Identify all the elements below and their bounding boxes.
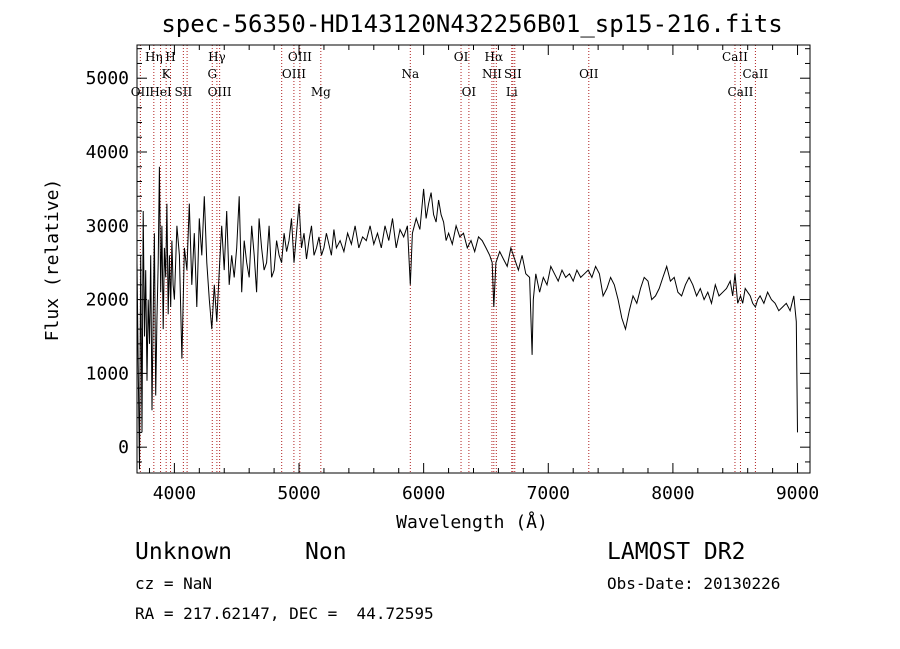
x-tick-label: 4000 [153, 483, 196, 504]
y-axis-label: Flux (relative) [42, 179, 63, 342]
x-axis-label: Wavelength (Å) [396, 511, 548, 533]
spectral-line-label: HeI [149, 85, 172, 99]
spectral-line-label: Mg [311, 85, 331, 99]
spectral-line-label: G [207, 67, 217, 81]
x-tick-label: 5000 [277, 483, 320, 504]
spectral-line-label: OII [579, 67, 599, 81]
object-class: Unknown [135, 539, 232, 565]
y-tick-label: 0 [118, 437, 129, 458]
x-tick-label: 6000 [402, 483, 445, 504]
y-axis-ticks: 0 1000 2000 3000 4000 5000 [86, 48, 810, 463]
spectrum-series [136, 166, 798, 470]
y-tick-label: 2000 [86, 290, 129, 311]
obs-date: Obs-Date: 20130226 [607, 574, 781, 593]
plot-frame [136, 44, 811, 474]
spectral-line-label: OIII [288, 50, 312, 64]
y-tick-label: 1000 [86, 363, 129, 384]
spectral-line-label: K [162, 67, 172, 81]
spectral-line-label: CaII [742, 67, 768, 81]
spectral-line-label: OIII [208, 85, 232, 99]
spectral-line-label: Li [506, 85, 518, 99]
spectral-line-label: OI [454, 50, 469, 64]
y-tick-label: 4000 [86, 142, 129, 163]
x-tick-label: 9000 [776, 483, 819, 504]
spectral-line-label: OI [462, 85, 477, 99]
line-markers: OII Hη HeI KH SII G Hγ OIII OIII OIII Mg Na OI OI NII H… [131, 45, 769, 473]
spectral-line-label: SII [175, 85, 193, 99]
survey-name: LAMOST DR2 [607, 539, 746, 565]
spectral-line-label: Hγ [208, 50, 226, 64]
y-tick-label: 5000 [86, 68, 129, 89]
spectral-line-label: CaII [728, 85, 754, 99]
spectral-line-label: Hα [485, 50, 504, 64]
spectral-line-label: Hη [145, 50, 163, 64]
y-tick-label: 3000 [86, 216, 129, 237]
spectral-line-label: H [165, 50, 175, 64]
spectral-line-label: OII [131, 85, 151, 99]
x-axis-ticks: 4000 5000 6000 7000 8000 9000 [148, 45, 819, 504]
spectral-line-label: OIII [282, 67, 306, 81]
spectral-line-label: NII [482, 67, 502, 81]
chart-title: spec-56350-HD143120N432256B01_sp15-216.f… [161, 10, 782, 38]
redshift-cz: cz = NaN [135, 574, 213, 593]
spectral-line-label: CaII [722, 50, 748, 64]
x-tick-label: 7000 [527, 483, 570, 504]
object-subclass: Non [305, 539, 347, 565]
ra-dec: RA = 217.62147, DEC = 44.72595 [135, 604, 434, 623]
spectral-line-label: Na [401, 67, 419, 81]
spectral-line-label: SII [504, 67, 522, 81]
x-tick-label: 8000 [651, 483, 694, 504]
